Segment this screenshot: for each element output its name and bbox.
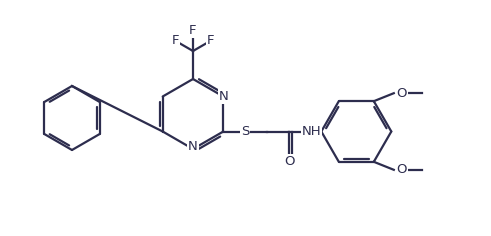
Text: F: F (172, 34, 179, 47)
Text: O: O (284, 155, 295, 168)
Text: N: N (218, 90, 228, 103)
Text: F: F (189, 25, 197, 38)
Text: S: S (241, 125, 249, 138)
Text: F: F (207, 34, 214, 47)
Text: NH: NH (301, 125, 321, 138)
Text: O: O (397, 87, 407, 100)
Text: N: N (188, 140, 198, 153)
Text: O: O (397, 163, 407, 176)
